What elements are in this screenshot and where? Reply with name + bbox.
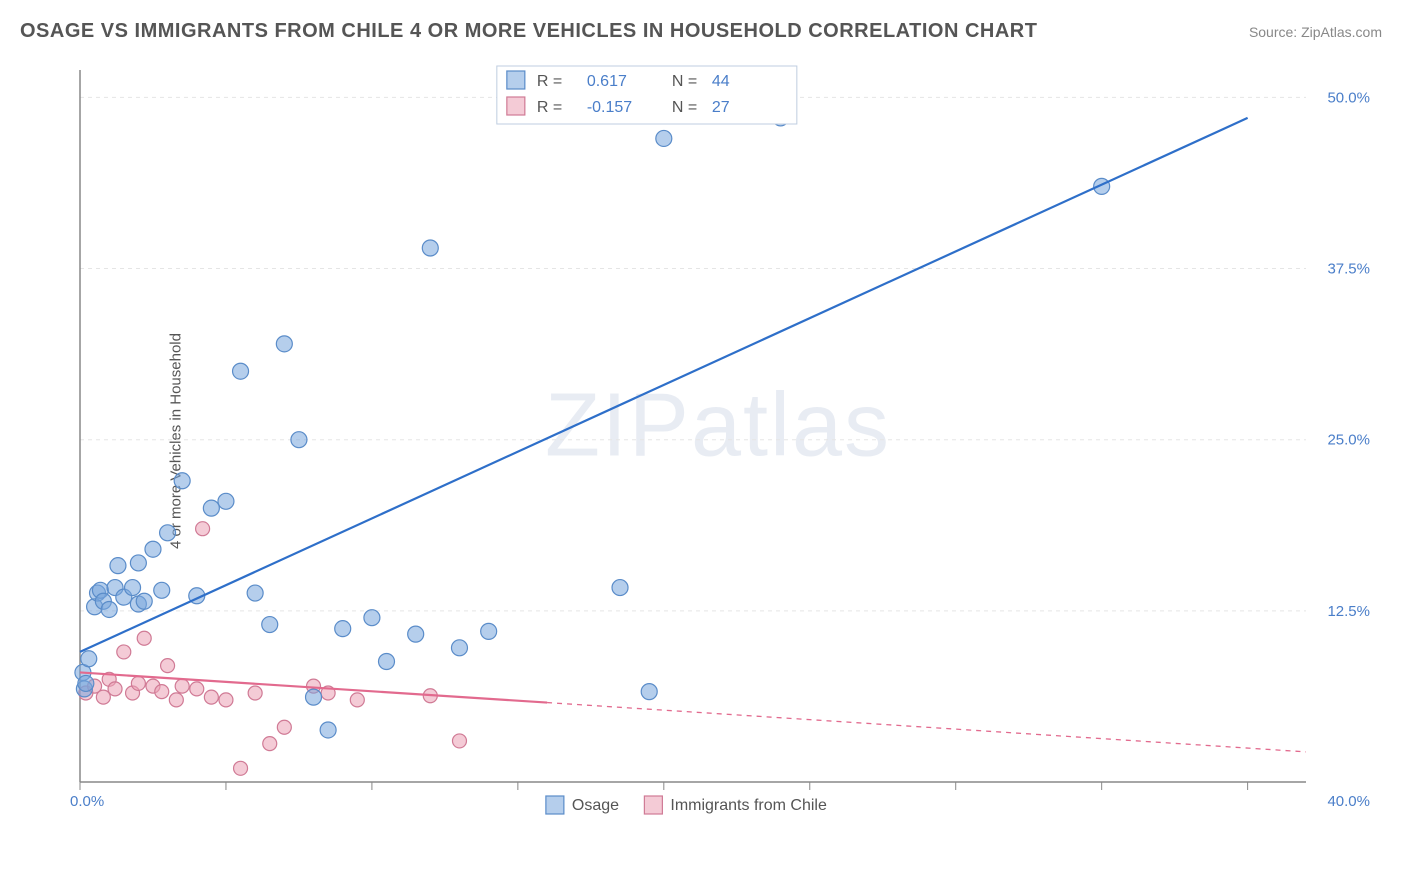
legend-swatch	[507, 71, 525, 89]
scatter-point-blue	[422, 240, 438, 256]
legend-series-label: Osage	[572, 797, 619, 814]
legend-r-value: -0.157	[587, 99, 632, 116]
scatter-point-pink	[234, 761, 248, 775]
source-attribution: Source: ZipAtlas.com	[1249, 24, 1382, 40]
scatter-point-blue	[379, 654, 395, 670]
trendline-pink-dashed	[547, 703, 1306, 752]
scatter-point-blue	[656, 130, 672, 146]
scatter-point-pink	[117, 645, 131, 659]
scatter-point-pink	[277, 720, 291, 734]
legend-n-label: N =	[672, 99, 697, 116]
legend-n-value: 44	[712, 73, 730, 90]
scatter-point-blue	[78, 675, 94, 691]
scatter-point-blue	[233, 363, 249, 379]
scatter-point-blue	[110, 558, 126, 574]
chart-title: OSAGE VS IMMIGRANTS FROM CHILE 4 OR MORE…	[20, 20, 1037, 43]
scatter-point-pink	[196, 522, 210, 536]
scatter-point-blue	[154, 582, 170, 598]
scatter-point-blue	[641, 684, 657, 700]
scatter-point-blue	[160, 525, 176, 541]
scatter-point-blue	[612, 580, 628, 596]
legend-n-label: N =	[672, 73, 697, 90]
scatter-point-blue	[306, 689, 322, 705]
scatter-point-blue	[262, 617, 278, 633]
scatter-point-blue	[451, 640, 467, 656]
y-tick-label: 37.5%	[1327, 261, 1370, 278]
scatter-point-blue	[276, 336, 292, 352]
legend-r-label: R =	[537, 73, 562, 90]
scatter-point-pink	[161, 659, 175, 673]
scatter-point-blue	[335, 621, 351, 637]
plot-area: 4 or more Vehicles in Household ZIPatlas…	[60, 60, 1376, 822]
scatter-chart: 12.5% 25.0% 37.5% 50.0% 0.0% 40.0% R = 0.617 N =…	[60, 60, 1376, 822]
legend-n-value: 27	[712, 99, 730, 116]
legend-r-value: 0.617	[587, 73, 627, 90]
scatter-point-blue	[125, 580, 141, 596]
scatter-point-pink	[248, 686, 262, 700]
legend-series-swatch	[644, 796, 662, 814]
scatter-point-blue	[247, 585, 263, 601]
scatter-point-blue	[408, 626, 424, 642]
scatter-point-blue	[481, 623, 497, 639]
scatter-point-pink	[190, 682, 204, 696]
scatter-point-pink	[204, 690, 218, 704]
trendline-blue	[80, 118, 1248, 652]
scatter-point-pink	[263, 737, 277, 751]
scatter-point-pink	[108, 682, 122, 696]
legend-swatch	[507, 97, 525, 115]
x-origin-label: 0.0%	[70, 793, 104, 810]
scatter-point-pink	[175, 679, 189, 693]
scatter-point-blue	[101, 601, 117, 617]
scatter-point-pink	[219, 693, 233, 707]
scatter-point-blue	[320, 722, 336, 738]
chart-container: OSAGE VS IMMIGRANTS FROM CHILE 4 OR MORE…	[0, 0, 1406, 892]
scatter-point-blue	[174, 473, 190, 489]
scatter-point-pink	[131, 676, 145, 690]
legend-r-label: R =	[537, 99, 562, 116]
x-end-label: 40.0%	[1327, 793, 1370, 810]
scatter-point-pink	[452, 734, 466, 748]
scatter-point-blue	[81, 651, 97, 667]
scatter-point-blue	[364, 610, 380, 626]
scatter-point-blue	[145, 541, 161, 557]
scatter-point-pink	[137, 631, 151, 645]
y-tick-label: 12.5%	[1327, 603, 1370, 620]
legend-series-label: Immigrants from Chile	[670, 797, 827, 814]
scatter-point-blue	[218, 493, 234, 509]
scatter-point-pink	[350, 693, 364, 707]
y-tick-label: 25.0%	[1327, 432, 1370, 449]
scatter-point-pink	[155, 685, 169, 699]
scatter-point-blue	[291, 432, 307, 448]
scatter-point-blue	[203, 500, 219, 516]
scatter-point-blue	[130, 555, 146, 571]
scatter-point-pink	[169, 693, 183, 707]
scatter-point-blue	[136, 593, 152, 609]
legend-series-swatch	[546, 796, 564, 814]
y-tick-label: 50.0%	[1327, 89, 1370, 106]
